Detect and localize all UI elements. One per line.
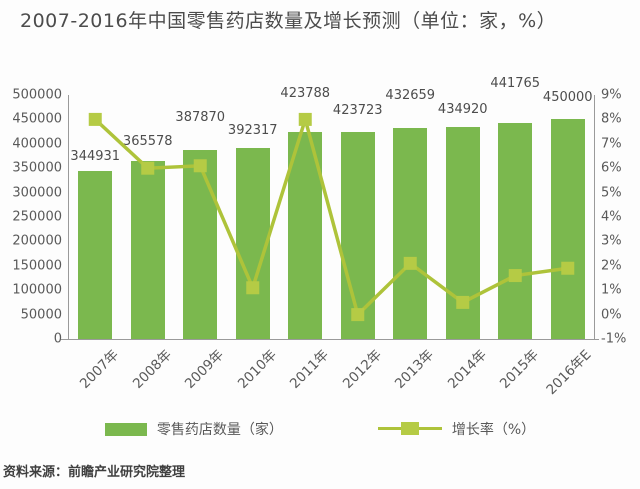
growth-marker	[193, 159, 207, 173]
left-axis-tick-label: 0	[53, 331, 62, 347]
bar-value-label: 423788	[280, 86, 331, 102]
right-axis-tick-label: 6%	[601, 160, 622, 176]
left-y-axis: 500000 450000 400000 350000 300000 250000 2000…	[0, 88, 62, 347]
growth-marker	[403, 256, 417, 270]
right-axis-tick-label: -1%	[601, 331, 627, 347]
bar-2015年	[498, 123, 533, 339]
right-axis-tick-label: 9%	[601, 87, 622, 103]
left-axis-tick-label: 100000	[12, 282, 62, 298]
right-axis-tick-label: 0%	[601, 307, 622, 323]
bar-value-label: 344931	[70, 148, 121, 164]
x-axis-label: 2008年	[129, 346, 175, 392]
right-y-axis: 9% 8% 7% 6% 5% 4% 3% 2% 1% 0% -1%	[601, 88, 639, 347]
x-axis-line	[61, 339, 599, 340]
left-axis-tick-label: 450000	[12, 111, 62, 127]
legend: 零售药店数量（家） 增长率（%）	[0, 419, 640, 439]
left-axis-tick-label: 200000	[12, 233, 62, 249]
bar-value-label: 387870	[175, 109, 226, 125]
left-axis-tick-label: 400000	[12, 136, 62, 152]
x-axis-label: 2011年	[287, 346, 333, 392]
growth-marker	[246, 281, 260, 295]
growth-marker	[508, 269, 522, 283]
bar-value-label: 423723	[332, 103, 383, 119]
source-note: 资料来源：前瞻产业研究院整理	[3, 465, 186, 480]
bar-2016年E	[550, 119, 585, 339]
line-series-swatch	[377, 422, 442, 436]
bar-value-label: 392317	[227, 122, 278, 138]
left-axis-tick-label: 500000	[12, 87, 62, 103]
growth-line	[94, 113, 568, 318]
bar-value-label: 441765	[490, 76, 541, 92]
left-axis-tick-label: 250000	[12, 209, 62, 225]
x-axis-label: 2012年	[339, 346, 385, 392]
bar-value-label: 434920	[437, 101, 488, 117]
line-swatch-marker	[400, 422, 419, 435]
growth-marker	[561, 261, 575, 275]
bar-2009年	[183, 149, 218, 339]
bar-value-label: 432659	[385, 87, 436, 103]
chart-title: 2007-2016年中国零售药店数量及增长预测（单位：家，%）	[20, 10, 557, 32]
bar-value-label: 365578	[122, 133, 173, 149]
x-axis-label: 2016年E	[543, 346, 595, 399]
right-axis-tick-label: 8%	[601, 111, 622, 127]
right-axis-tick-label: 7%	[601, 136, 622, 152]
x-axis-label: 2014年	[444, 346, 490, 392]
bar-series-swatch	[104, 422, 147, 436]
legend-label-line: 增长率（%）	[451, 422, 536, 438]
x-axis-label: 2015年	[497, 346, 543, 392]
left-axis-tick-label: 350000	[12, 160, 62, 176]
bar-2008年	[130, 160, 165, 339]
bar-2007年	[78, 170, 113, 339]
plot-area: 344931 365578 387870 392317 423788 423723 4326…	[68, 76, 595, 339]
x-axis-label: 2009年	[182, 346, 228, 392]
right-axis-tick-label: 3%	[601, 233, 622, 249]
x-axis-label: 2007年	[77, 346, 123, 392]
legend-item-line: 增长率（%）	[377, 419, 536, 439]
growth-marker	[88, 112, 102, 126]
x-axis-label: 2013年	[392, 346, 438, 392]
bar-2010年	[235, 147, 270, 339]
right-axis-tick-label: 1%	[601, 282, 622, 298]
growth-marker	[456, 295, 470, 309]
left-axis-tick-label: 50000	[20, 307, 62, 323]
growth-marker	[141, 161, 155, 175]
left-axis-tick-label: 150000	[12, 258, 62, 274]
bar-2013年	[393, 127, 428, 339]
right-axis-tick-label: 5%	[601, 185, 622, 201]
right-axis-tick-label: 4%	[601, 209, 622, 225]
x-axis-labels: 2007年 2008年 2009年 2010年 2011年 2012年 2013年 2014年…	[68, 344, 595, 408]
x-axis-label: 2010年	[234, 346, 280, 392]
legend-label-bars: 零售药店数量（家）	[156, 422, 283, 438]
bar-value-label: 450000	[542, 90, 593, 106]
growth-marker	[351, 308, 365, 322]
legend-item-bars: 零售药店数量（家）	[104, 419, 283, 439]
right-axis-tick-label: 2%	[601, 258, 622, 274]
left-axis-tick-label: 300000	[12, 185, 62, 201]
growth-marker	[298, 112, 312, 126]
